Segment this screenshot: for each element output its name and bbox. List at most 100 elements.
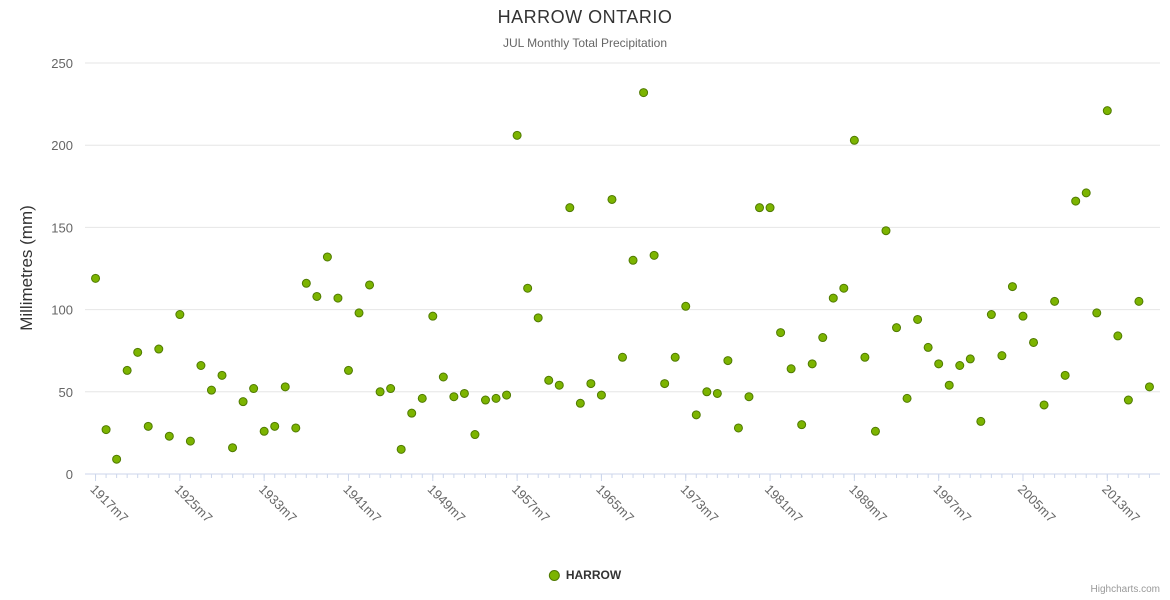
data-point[interactable] [280, 382, 290, 392]
data-point[interactable] [575, 398, 585, 408]
data-point[interactable] [533, 313, 543, 323]
data-point[interactable] [586, 379, 596, 389]
data-point[interactable] [206, 385, 216, 395]
data-point[interactable] [375, 387, 385, 397]
data-point[interactable] [765, 203, 775, 213]
data-point[interactable] [175, 310, 185, 320]
data-point[interactable] [596, 390, 606, 400]
legend-item-harrow[interactable]: HARROW [548, 568, 621, 582]
data-point[interactable] [902, 393, 912, 403]
data-point[interactable] [660, 379, 670, 389]
data-point[interactable] [1123, 395, 1133, 405]
data-point[interactable] [101, 425, 111, 435]
data-point[interactable] [807, 359, 817, 369]
data-point[interactable] [797, 420, 807, 430]
highcharts-credits[interactable]: Highcharts.com [1090, 584, 1160, 595]
data-point[interactable] [365, 280, 375, 290]
data-point[interactable] [407, 408, 417, 418]
data-point[interactable] [228, 443, 238, 453]
data-point[interactable] [965, 354, 975, 364]
data-point[interactable] [892, 323, 902, 333]
data-point[interactable] [712, 388, 722, 398]
data-point[interactable] [565, 203, 575, 213]
data-point[interactable] [744, 392, 754, 402]
data-point[interactable] [733, 423, 743, 433]
data-point[interactable] [301, 278, 311, 288]
data-point[interactable] [154, 344, 164, 354]
data-point[interactable] [480, 395, 490, 405]
data-point[interactable] [164, 431, 174, 441]
data-point[interactable] [934, 359, 944, 369]
data-point[interactable] [1050, 296, 1060, 306]
data-point[interactable] [122, 365, 132, 375]
data-point[interactable] [723, 356, 733, 366]
data-point[interactable] [913, 314, 923, 324]
data-point[interactable] [1134, 296, 1144, 306]
data-point[interactable] [691, 410, 701, 420]
data-point[interactable] [1113, 331, 1123, 341]
data-point[interactable] [428, 311, 438, 321]
data-point[interactable] [396, 444, 406, 454]
data-point[interactable] [776, 328, 786, 338]
data-point[interactable] [1071, 196, 1081, 206]
data-point[interactable] [354, 308, 364, 318]
data-point[interactable] [986, 310, 996, 320]
data-point[interactable] [491, 393, 501, 403]
data-point[interactable] [839, 283, 849, 293]
data-point[interactable] [91, 273, 101, 283]
data-point[interactable] [1039, 400, 1049, 410]
data-point[interactable] [459, 388, 469, 398]
data-point[interactable] [1102, 106, 1112, 116]
data-point[interactable] [1092, 308, 1102, 318]
data-point[interactable] [185, 436, 195, 446]
data-point[interactable] [607, 194, 617, 204]
data-point[interactable] [976, 416, 986, 426]
data-point[interactable] [618, 352, 627, 362]
data-point[interactable] [1144, 382, 1154, 392]
data-point[interactable] [702, 387, 712, 397]
data-point[interactable] [849, 135, 859, 145]
data-point[interactable] [681, 301, 691, 311]
data-point[interactable] [333, 293, 343, 303]
data-point[interactable] [112, 454, 122, 464]
data-point[interactable] [386, 384, 396, 394]
data-point[interactable] [544, 375, 554, 385]
data-point[interactable] [502, 390, 512, 400]
data-point[interactable] [259, 426, 269, 436]
data-point[interactable] [828, 293, 838, 303]
data-point[interactable] [196, 360, 206, 370]
data-point[interactable] [238, 397, 248, 407]
data-point[interactable] [649, 250, 659, 260]
data-point[interactable] [870, 426, 880, 436]
data-point[interactable] [786, 364, 796, 374]
data-point[interactable] [955, 360, 965, 370]
data-point[interactable] [628, 255, 638, 265]
data-point[interactable] [944, 380, 954, 390]
data-point[interactable] [512, 130, 522, 140]
data-point[interactable] [818, 333, 828, 343]
data-point[interactable] [343, 365, 353, 375]
data-point[interactable] [312, 291, 322, 301]
data-point[interactable] [639, 88, 649, 98]
data-point[interactable] [449, 392, 459, 402]
data-point[interactable] [417, 393, 427, 403]
data-point[interactable] [133, 347, 143, 357]
data-point[interactable] [291, 423, 301, 433]
data-point[interactable] [755, 203, 765, 213]
data-point[interactable] [670, 352, 680, 362]
data-point[interactable] [249, 384, 259, 394]
data-point[interactable] [322, 252, 332, 262]
data-point[interactable] [438, 372, 448, 382]
data-point[interactable] [997, 351, 1007, 361]
data-point[interactable] [881, 226, 891, 236]
data-point[interactable] [1081, 188, 1091, 198]
data-point[interactable] [143, 421, 153, 431]
data-point[interactable] [1007, 282, 1017, 292]
data-point[interactable] [860, 352, 870, 362]
data-point[interactable] [217, 370, 227, 380]
data-point[interactable] [523, 283, 533, 293]
data-point[interactable] [554, 380, 564, 390]
data-point[interactable] [270, 421, 280, 431]
data-point[interactable] [1029, 337, 1039, 347]
data-point[interactable] [1018, 311, 1028, 321]
